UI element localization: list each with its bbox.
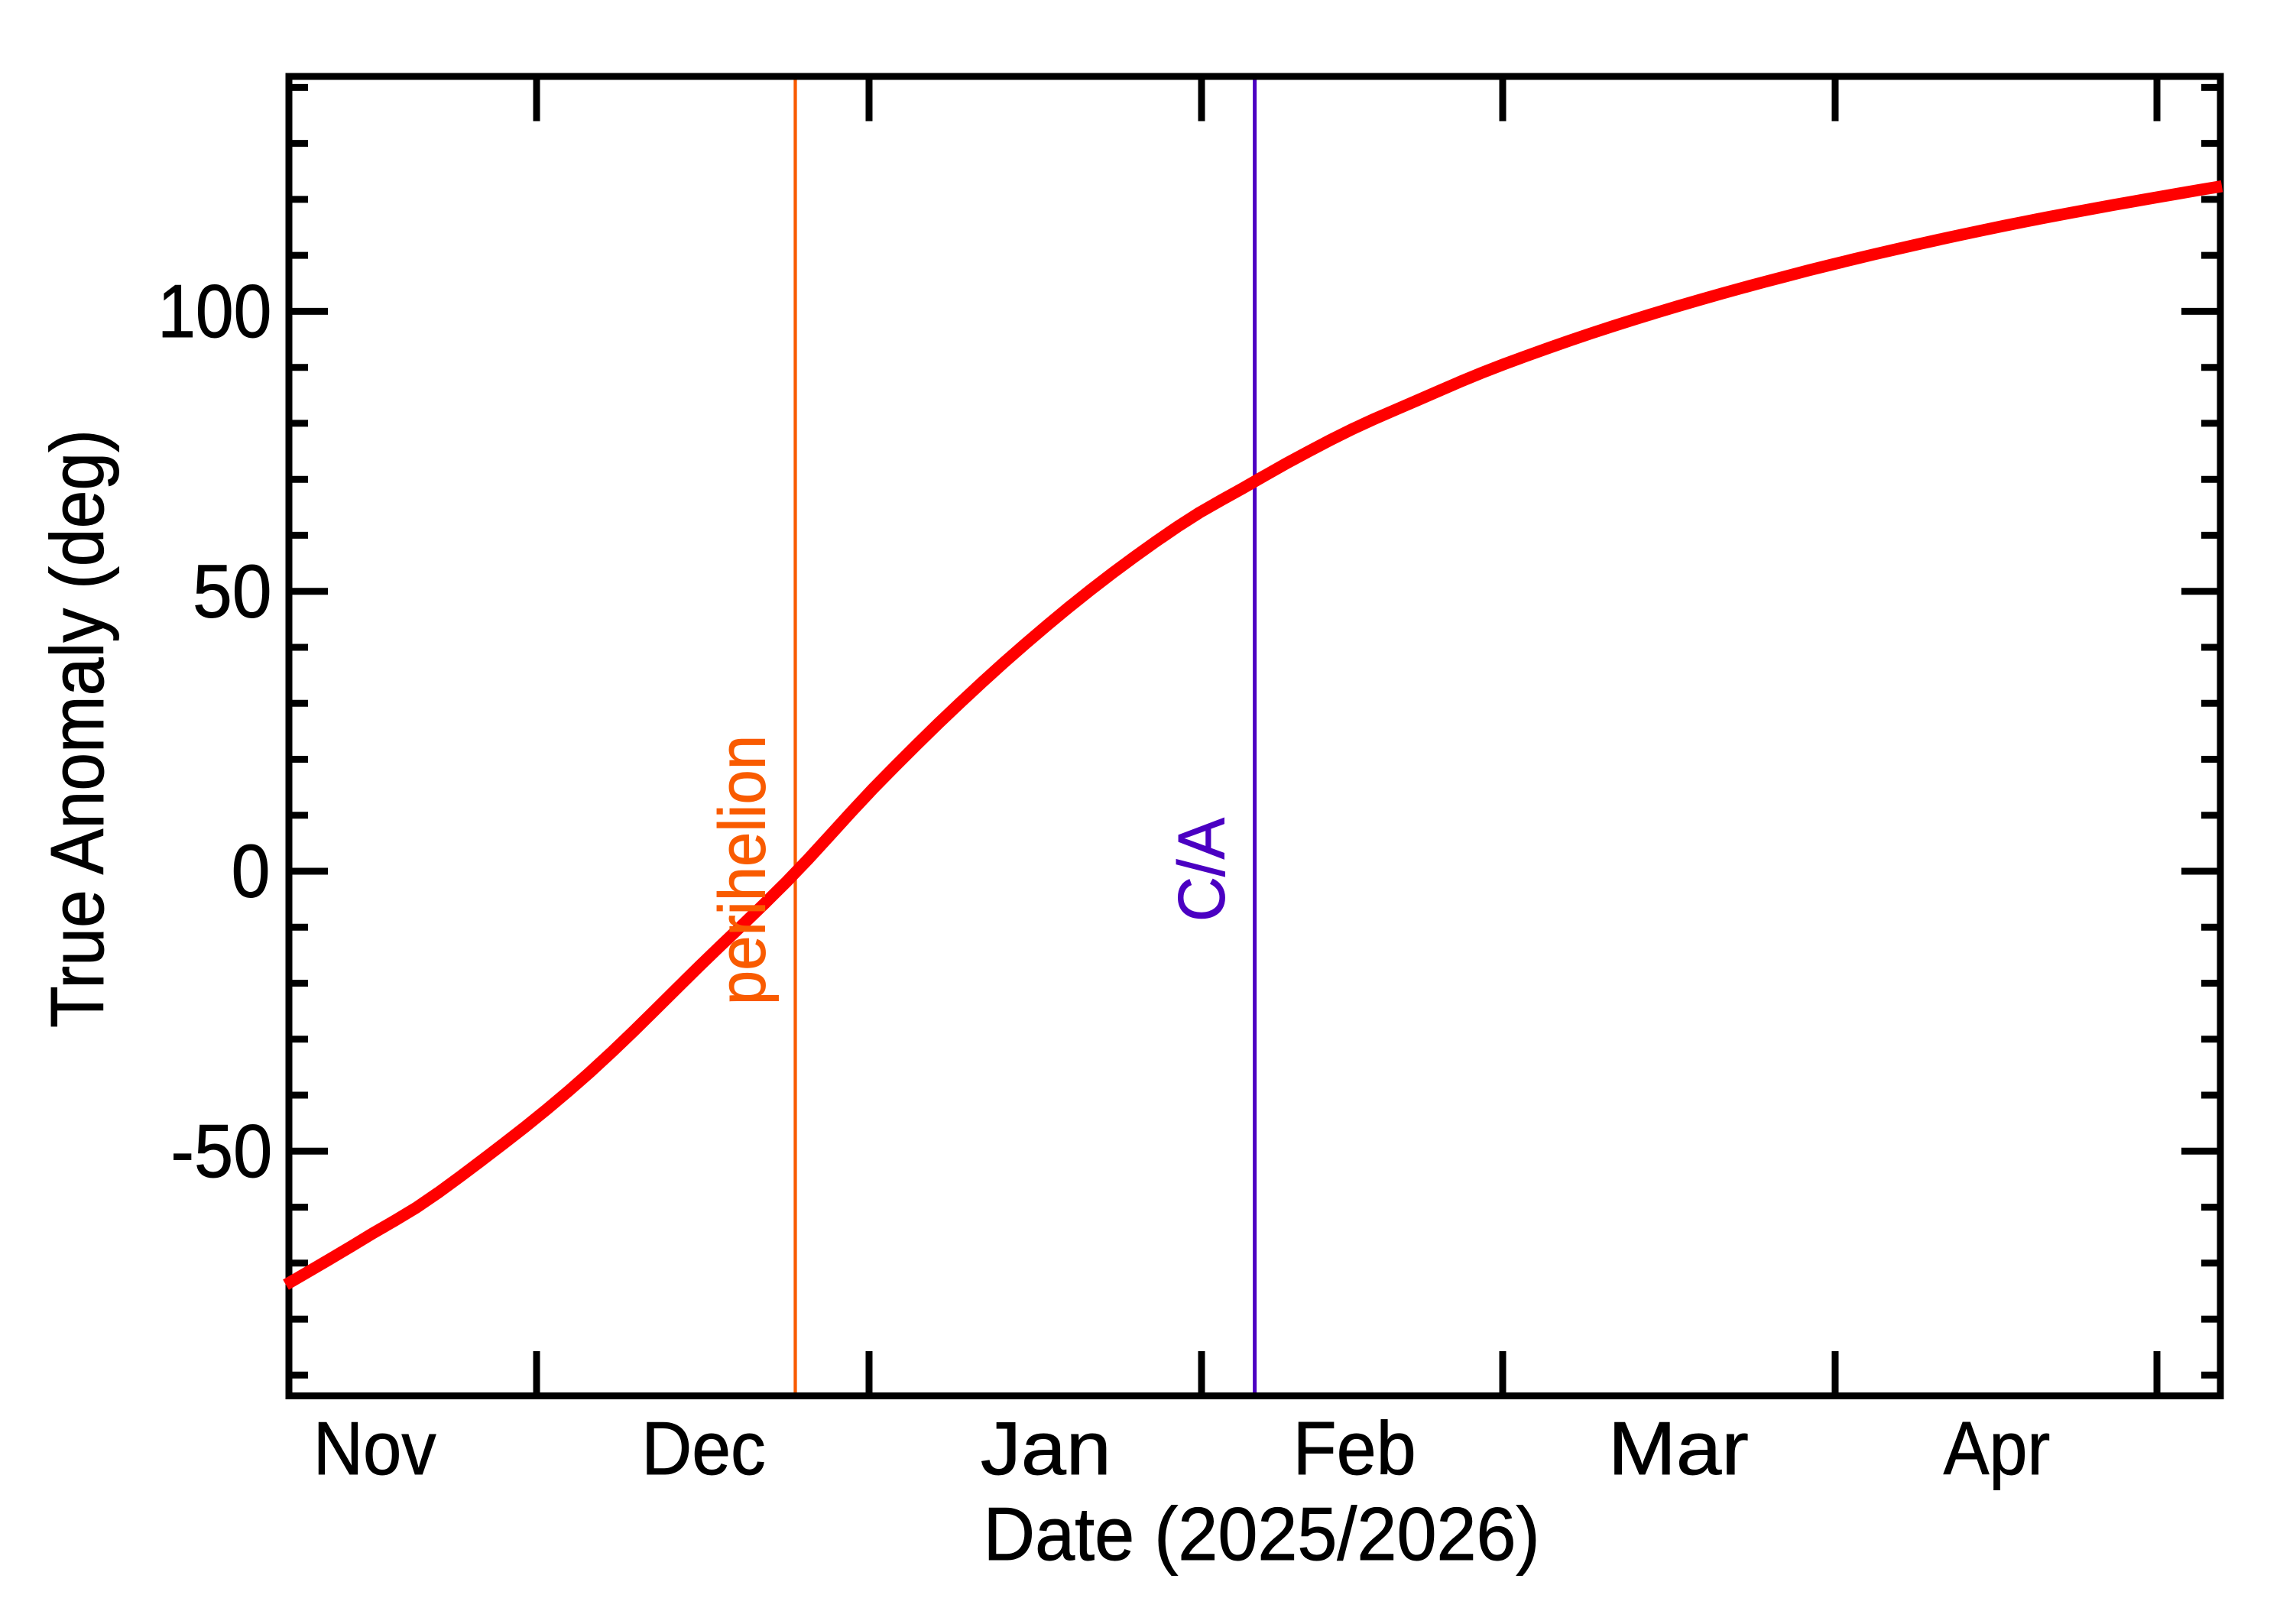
- svg-text:Jan: Jan: [981, 1407, 1111, 1490]
- svg-text:0: 0: [232, 830, 271, 914]
- svg-text:-50: -50: [170, 1110, 272, 1193]
- svg-text:50: 50: [193, 549, 272, 634]
- svg-text:C/A: C/A: [1165, 818, 1238, 922]
- svg-text:Mar: Mar: [1608, 1406, 1749, 1490]
- svg-text:Dec: Dec: [641, 1407, 765, 1491]
- svg-text:Nov: Nov: [313, 1407, 436, 1490]
- svg-text:perihelion: perihelion: [705, 735, 779, 1005]
- svg-text:Apr: Apr: [1944, 1406, 2051, 1490]
- svg-text:100: 100: [157, 269, 271, 353]
- svg-text:Date (2025/2026): Date (2025/2026): [984, 1493, 1540, 1576]
- svg-text:Feb: Feb: [1292, 1407, 1416, 1490]
- svg-text:True Anomaly (deg): True Anomaly (deg): [35, 430, 119, 1028]
